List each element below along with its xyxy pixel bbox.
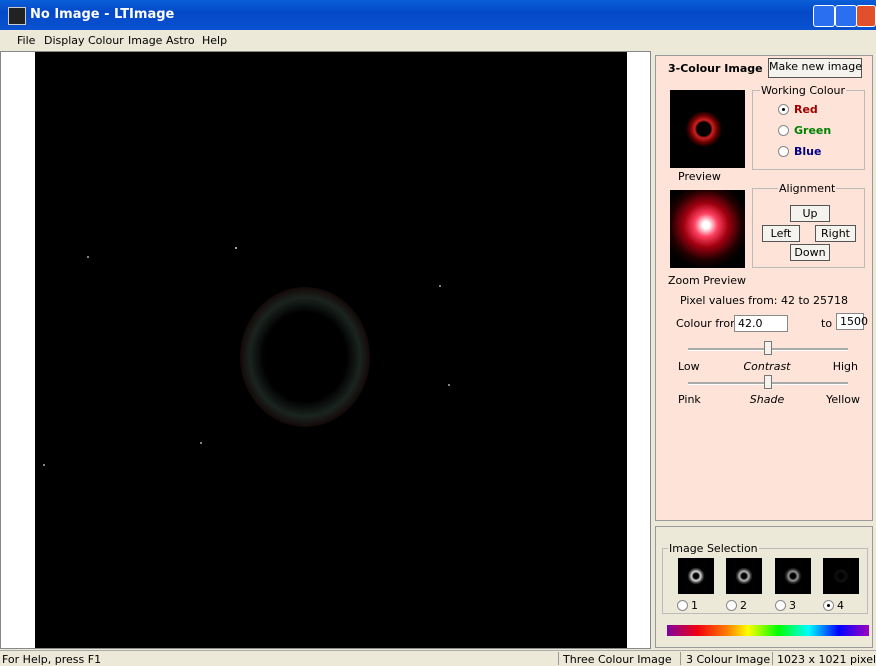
radio-button[interactable] <box>778 146 789 157</box>
radio-label: Blue <box>794 145 821 158</box>
slider-low-label: Pink <box>678 393 701 406</box>
zoom-preview-image <box>670 190 745 268</box>
menu-item[interactable]: Colour <box>88 34 124 47</box>
slider-label: Shade <box>727 393 807 406</box>
contrast-slider[interactable] <box>764 341 772 355</box>
radio-button[interactable] <box>775 600 786 611</box>
star <box>448 384 450 386</box>
status-separator <box>772 652 773 665</box>
shade-slider[interactable] <box>764 375 772 389</box>
colour-to-input[interactable]: 1500 <box>836 313 864 330</box>
nebula <box>240 287 370 427</box>
app-window: No Image - LTImage File Display Colour I… <box>0 0 876 666</box>
status-text: Three Colour Image <box>563 653 672 666</box>
star <box>200 442 202 444</box>
radio-button[interactable] <box>823 600 834 611</box>
star <box>439 285 441 287</box>
to-label: to <box>821 317 832 330</box>
radio-label: Red <box>794 103 818 116</box>
minimize-button[interactable] <box>813 5 835 27</box>
preview-image <box>670 90 745 168</box>
colour-bar <box>667 625 869 636</box>
selection-thumb[interactable] <box>823 558 859 594</box>
radio-button[interactable] <box>677 600 688 611</box>
radio-label: 2 <box>740 599 747 612</box>
group-label: Image Selection <box>668 542 759 555</box>
radio-label: Green <box>794 124 831 137</box>
align-button[interactable]: Up <box>790 205 830 222</box>
menu-item[interactable]: Display <box>44 34 85 47</box>
astro-image <box>35 52 627 648</box>
status-text: For Help, press F1 <box>2 653 101 666</box>
align-button[interactable]: Right <box>815 225 856 242</box>
star <box>235 247 237 249</box>
zoom-preview-label: Zoom Preview <box>668 274 746 287</box>
preview-label: Preview <box>678 170 721 183</box>
radio-label: 1 <box>691 599 698 612</box>
star <box>43 464 45 466</box>
radio-label: 3 <box>789 599 796 612</box>
radio-button[interactable] <box>726 600 737 611</box>
window-title: No Image - LTImage <box>30 7 174 22</box>
make-image-button[interactable]: Make new image <box>768 58 862 78</box>
app-icon <box>8 7 26 25</box>
group-label: Working Colour <box>760 84 846 97</box>
slider-low-label: Low <box>678 360 700 373</box>
pixel-values: Pixel values from: 42 to 25718 <box>655 294 873 307</box>
menu-item[interactable]: Help <box>202 34 227 47</box>
selection-thumb[interactable] <box>726 558 762 594</box>
slider-high-label: High <box>808 360 858 373</box>
status-separator <box>680 652 681 665</box>
radio-label: 4 <box>837 599 844 612</box>
radio-button[interactable] <box>778 104 789 115</box>
close-button[interactable] <box>856 5 876 27</box>
colour-from-input[interactable]: 42.0 <box>734 315 788 332</box>
maximize-button[interactable] <box>835 5 857 27</box>
menu-item[interactable]: Astro <box>166 34 195 47</box>
status-text: 1023 x 1021 pixels <box>777 653 876 666</box>
slider-label: Contrast <box>727 360 807 373</box>
status-separator <box>558 652 559 665</box>
menu-item[interactable]: File <box>17 34 35 47</box>
group-label: Alignment <box>778 182 836 195</box>
panel-title: 3-Colour Image <box>668 62 763 75</box>
status-text: 3 Colour Image <box>686 653 770 666</box>
menu-item[interactable]: Image <box>128 34 162 47</box>
align-button[interactable]: Left <box>762 225 800 242</box>
star <box>87 256 89 258</box>
selection-thumb[interactable] <box>678 558 714 594</box>
align-button[interactable]: Down <box>790 244 830 261</box>
slider-high-label: Yellow <box>808 393 860 406</box>
selection-thumb[interactable] <box>775 558 811 594</box>
radio-button[interactable] <box>778 125 789 136</box>
